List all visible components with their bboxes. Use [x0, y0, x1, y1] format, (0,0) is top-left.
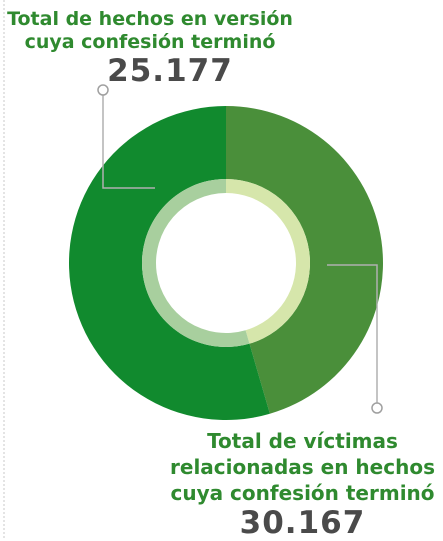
slice [69, 106, 270, 420]
leader-line [102, 95, 155, 189]
category-label: Total de víctimas relacionadas en hechos… [170, 429, 435, 505]
inner-ring [141, 179, 250, 347]
leader-line [327, 264, 378, 403]
leader-dot [371, 402, 383, 414]
value-label: 30.167 [239, 505, 366, 541]
inner-ring [226, 179, 310, 344]
slice [226, 106, 384, 414]
label-0: Total de hechos en versión cuya confesió… [0, 8, 300, 88]
category-label: Total de hechos en versión cuya confesió… [7, 8, 293, 53]
value-label: 25.177 [107, 53, 233, 89]
label-1: Total de víctimas relacionadas en hechos… [160, 428, 443, 540]
leader-dot [97, 84, 109, 96]
